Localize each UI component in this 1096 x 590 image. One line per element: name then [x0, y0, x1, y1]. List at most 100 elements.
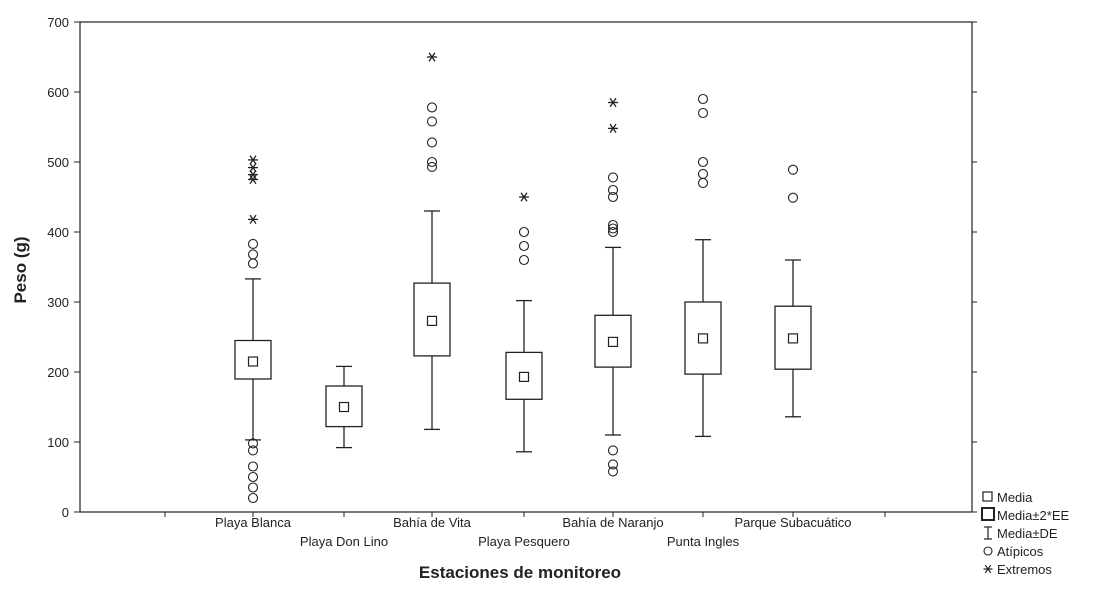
legend-item: Media±DE [984, 526, 1058, 541]
y-tick-label: 600 [47, 85, 69, 100]
outlier-point [426, 137, 438, 148]
legend-item: Extremos [983, 562, 1052, 577]
outlier-point [607, 191, 619, 203]
extreme-point [608, 123, 618, 134]
legend-swatch-mean [982, 491, 993, 502]
outlier-point [426, 156, 438, 168]
outlier-point [607, 172, 619, 183]
y-tick-label: 0 [62, 505, 69, 520]
legend-label: Atípicos [997, 544, 1044, 559]
outlier-point [607, 184, 619, 196]
y-tick-label: 200 [47, 365, 69, 380]
extreme-point [248, 162, 258, 173]
extreme-point [519, 192, 529, 202]
extreme-stroke [249, 155, 257, 165]
extreme-point [248, 169, 258, 180]
box-group: Playa Pesquero [478, 192, 570, 549]
outlier-point [787, 192, 799, 203]
x-tick-label: Playa Blanca [215, 515, 292, 530]
legend-swatch-box [981, 507, 995, 521]
extreme-stroke [609, 123, 617, 134]
mean-marker [518, 371, 530, 382]
outlier-point [607, 226, 619, 238]
outlier-point [247, 445, 259, 456]
outlier-point [247, 492, 259, 504]
y-tick-label: 300 [47, 295, 69, 310]
outlier-point [607, 219, 619, 231]
mean-marker [247, 356, 259, 367]
outlier-point [518, 226, 530, 238]
extreme-stroke [609, 97, 617, 108]
legend-item: Atípicos [983, 544, 1044, 559]
y-axis-title: Peso (g) [11, 236, 30, 303]
outlier-point [247, 438, 259, 449]
x-axis-title: Estaciones de monitoreo [419, 563, 621, 582]
x-tick-label: Playa Pesquero [478, 534, 570, 549]
mean-marker [787, 333, 799, 344]
outlier-point [247, 238, 259, 249]
box-group: Bahía de Naranjo [562, 97, 664, 530]
box-group: Punta Ingles [667, 93, 740, 549]
x-tick-label: Playa Don Lino [300, 534, 388, 549]
legend-label: Extremos [997, 562, 1052, 577]
outlier-point [247, 461, 259, 472]
extreme-stroke [428, 52, 436, 62]
box-group: Playa Blanca [215, 155, 292, 530]
box-group: Bahía de Vita [393, 52, 472, 530]
outlier-point [697, 177, 709, 189]
outlier-point [607, 445, 619, 456]
mean-marker [426, 315, 438, 326]
box-group: Parque Subacuático [734, 164, 852, 530]
x-tick-label: Bahía de Naranjo [562, 515, 663, 530]
mean-marker [697, 333, 709, 344]
legend: Media Media±2*EE Media±DE Atípicos Extremos [981, 490, 1070, 577]
extreme-point [608, 97, 618, 108]
outlier-point [426, 116, 438, 127]
box-se-range [684, 301, 722, 375]
y-tick-label: 100 [47, 435, 69, 450]
outlier-point [247, 249, 259, 260]
extreme-stroke [520, 192, 528, 202]
legend-item: Media [982, 490, 1033, 505]
outlier-point [607, 459, 619, 470]
outlier-point [247, 258, 259, 269]
outlier-point [697, 156, 709, 168]
x-tick-label: Bahía de Vita [393, 515, 472, 530]
mean-marker [607, 336, 619, 347]
plot-frame [79, 21, 973, 513]
legend-label: Media±DE [997, 526, 1058, 541]
legend-swatch-outlier [983, 546, 993, 556]
extreme-point [248, 155, 258, 165]
outlier-point [247, 482, 259, 493]
box-group: Playa Don Lino [300, 365, 388, 549]
outlier-point [697, 168, 709, 179]
outlier-point [426, 161, 438, 172]
outlier-point [518, 254, 530, 266]
mean-marker [338, 401, 350, 413]
outlier-point [607, 223, 619, 234]
y-tick-label: 700 [47, 15, 69, 30]
y-tick-label: 400 [47, 225, 69, 240]
outlier-point [426, 102, 438, 113]
extreme-stroke [249, 169, 257, 180]
extreme-point [427, 52, 437, 62]
y-tick-label: 500 [47, 155, 69, 170]
legend-label: Media [997, 490, 1033, 505]
legend-item: Media±2*EE [981, 507, 1070, 523]
legend-swatch-extreme [984, 564, 992, 574]
extreme-stroke [249, 162, 257, 173]
outlier-point [607, 466, 619, 477]
extreme-point [248, 174, 258, 185]
legend-label: Media±2*EE [997, 508, 1070, 523]
outlier-point [518, 240, 530, 252]
axes-layer: 0 100 200 300 400 500 600 700 [47, 15, 977, 520]
outlier-point [787, 164, 799, 175]
outlier-point [247, 471, 259, 483]
series-layer: Playa Blanca Playa Don Lino Bahía de Vita P… [215, 52, 852, 549]
x-tick-label: Punta Ingles [667, 534, 740, 549]
extreme-stroke [249, 214, 257, 225]
extreme-point [248, 214, 258, 225]
outlier-point [697, 107, 709, 119]
